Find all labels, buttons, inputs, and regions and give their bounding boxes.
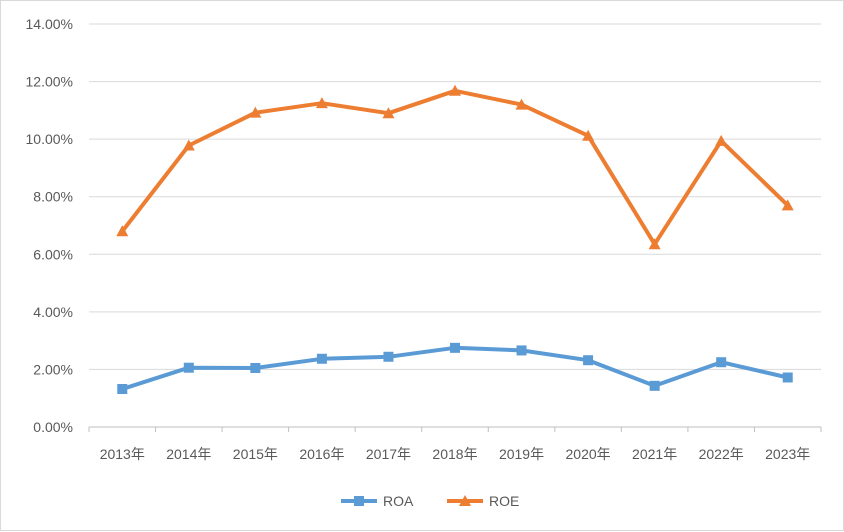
legend-marker: [459, 495, 471, 506]
data-point-roa: [316, 353, 327, 364]
x-tick-label: 2013年: [100, 446, 145, 462]
x-tick-label: 2023年: [765, 446, 810, 462]
series-line-roa: [120, 345, 790, 391]
y-tick-label: 12.00%: [26, 74, 73, 90]
series-roa: [117, 342, 793, 395]
legend: ROA ROE: [341, 493, 519, 509]
data-point-roa: [649, 380, 660, 391]
data-point-roa: [250, 362, 261, 373]
data-point-roa: [583, 355, 594, 366]
y-tick-label: 2.00%: [33, 361, 73, 377]
y-tick-label: 10.00%: [26, 131, 73, 147]
y-tick-label: 4.00%: [33, 304, 73, 320]
data-point-roe: [182, 139, 195, 151]
data-point-roe: [715, 134, 728, 146]
x-tick-label: 2015年: [233, 446, 278, 462]
data-point-roe: [582, 129, 595, 141]
data-point-roa: [450, 342, 460, 353]
data-point-roa: [383, 351, 394, 362]
series: [116, 84, 794, 395]
data-point-roe: [315, 97, 328, 109]
x-tick-label: 2014年: [166, 446, 211, 462]
y-tick-label: 8.00%: [33, 189, 73, 205]
x-tick-label: 2022年: [699, 446, 744, 462]
y-tick-label: 0.00%: [33, 419, 73, 435]
x-tick-label: 2016年: [299, 446, 344, 462]
data-point-roe: [781, 199, 794, 211]
x-tick-label: 2019年: [499, 446, 544, 462]
legend-item-roe: ROE: [447, 493, 519, 509]
data-point-roa: [117, 384, 128, 395]
legend-label: ROE: [489, 493, 519, 509]
axes: 0.00% 2.00% 4.00% 6.00% 8.00% 10.00% 12.00% 14.…: [26, 16, 822, 462]
x-tick-label: 2021年: [632, 446, 677, 462]
y-tick-label: 6.00%: [33, 246, 73, 262]
data-point-roa: [782, 372, 793, 383]
data-point-roe: [515, 98, 528, 110]
y-tick-label: 14.00%: [26, 16, 73, 32]
data-point-roe: [116, 225, 129, 237]
x-tick-label: 2018年: [432, 446, 477, 462]
data-point-roa: [183, 362, 194, 373]
data-point-roe: [249, 106, 262, 118]
x-tick-label: 2017年: [366, 446, 411, 462]
x-tick-label: 2020年: [566, 446, 611, 462]
data-point-roa: [516, 345, 527, 356]
legend-item-roa: ROA: [341, 493, 414, 509]
data-point-roa: [716, 357, 727, 368]
data-point-roe: [382, 107, 395, 119]
series-line-roe: [120, 88, 790, 247]
legend-label: ROA: [383, 493, 414, 509]
legend-marker: [354, 496, 364, 506]
series-roe: [116, 84, 794, 250]
data-point-roe: [449, 84, 461, 96]
data-point-roe: [648, 238, 661, 250]
gridlines: [89, 23, 821, 370]
